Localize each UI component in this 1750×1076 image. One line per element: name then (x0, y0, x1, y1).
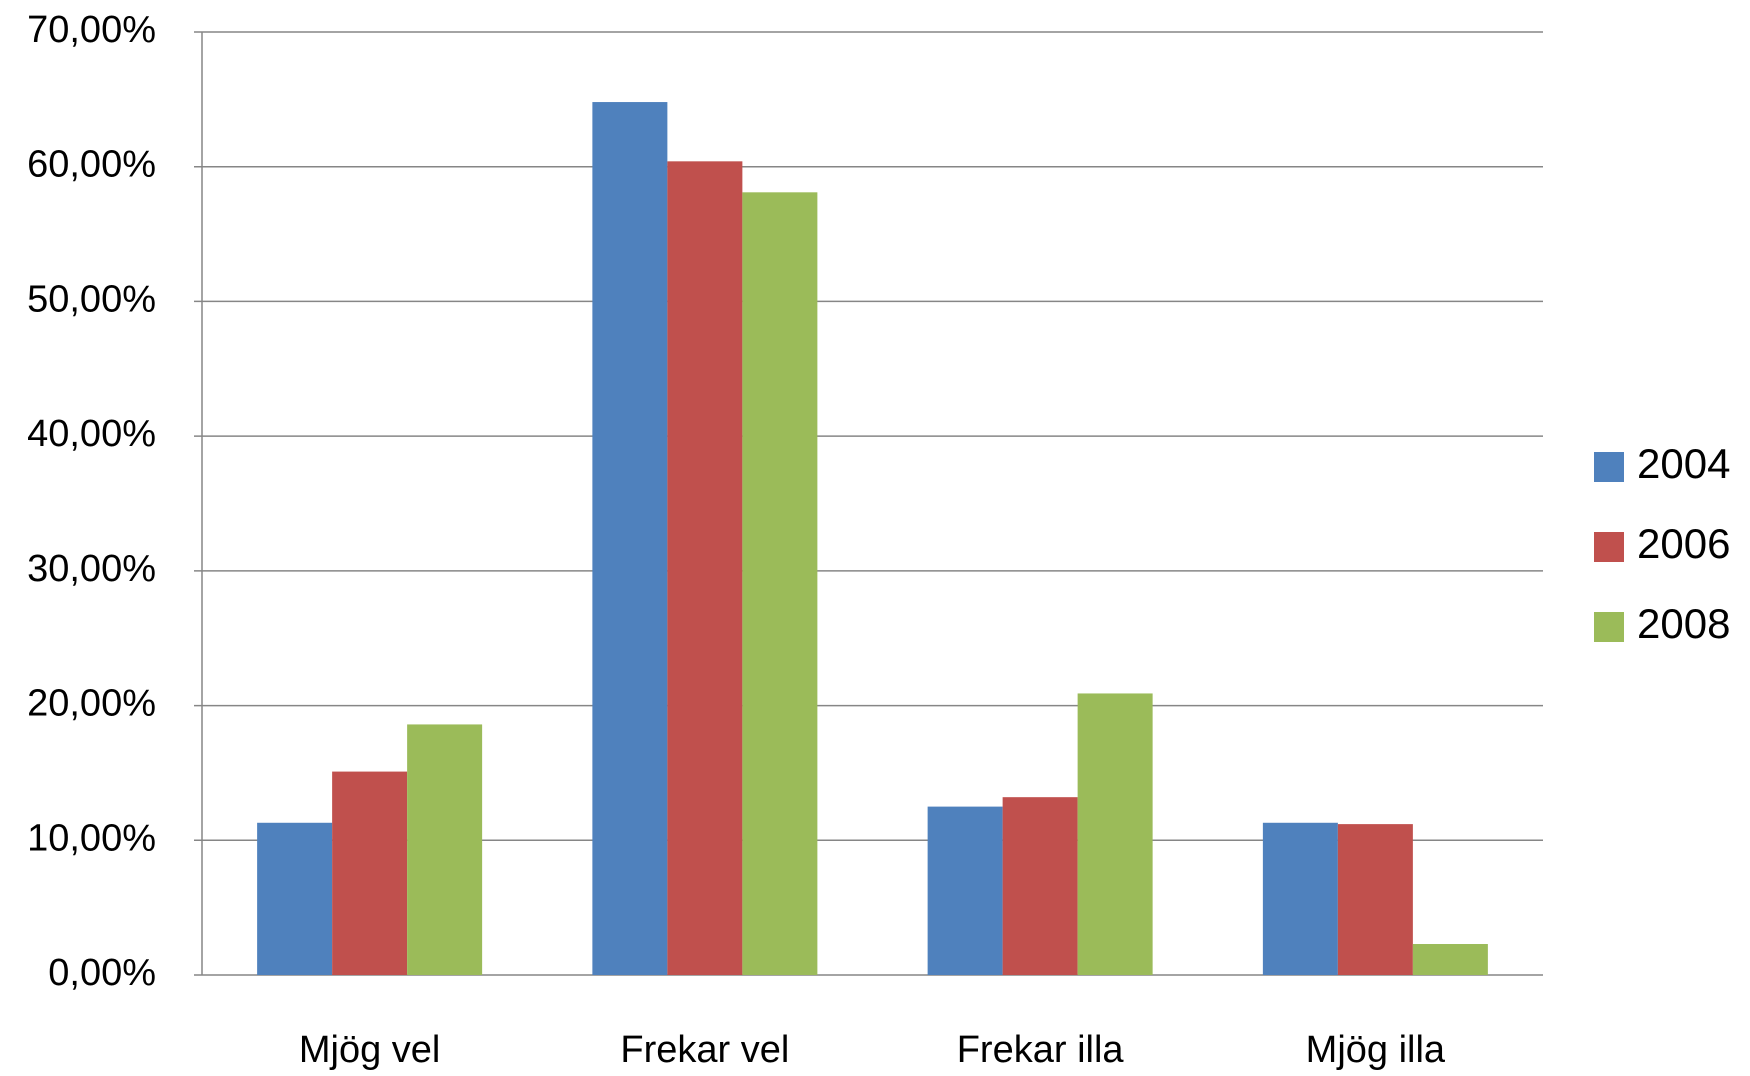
legend-label: 2006 (1637, 520, 1730, 567)
bar (667, 161, 743, 976)
y-tick-label: 40,00% (27, 413, 156, 455)
bar (1077, 693, 1153, 975)
y-tick-label: 0,00% (48, 952, 156, 994)
bar (257, 822, 333, 975)
bar (1262, 822, 1338, 975)
x-tick-label: Mjög illa (1306, 1029, 1446, 1071)
legend-label: 2004 (1637, 440, 1730, 487)
x-tick-label: Frekar vel (620, 1029, 789, 1071)
bar (927, 806, 1003, 975)
legend-swatch (1594, 452, 1624, 482)
y-tick-label: 20,00% (27, 683, 156, 725)
y-tick-label: 60,00% (27, 144, 156, 186)
y-tick-label: 10,00% (27, 817, 156, 859)
bar (742, 192, 818, 975)
legend-label: 2008 (1637, 600, 1730, 647)
bar (332, 771, 408, 975)
x-tick-label: Mjög vel (299, 1029, 441, 1071)
bar (407, 724, 483, 975)
legend-swatch (1594, 612, 1624, 642)
legend-swatch (1594, 532, 1624, 562)
x-tick-label: Frekar illa (957, 1029, 1125, 1071)
bar (1337, 824, 1413, 975)
bar (1412, 944, 1488, 975)
y-tick-label: 30,00% (27, 548, 156, 590)
y-tick-label: 50,00% (27, 278, 156, 320)
bar (1002, 797, 1078, 975)
y-tick-label: 70,00% (27, 9, 156, 51)
bar (592, 102, 668, 975)
